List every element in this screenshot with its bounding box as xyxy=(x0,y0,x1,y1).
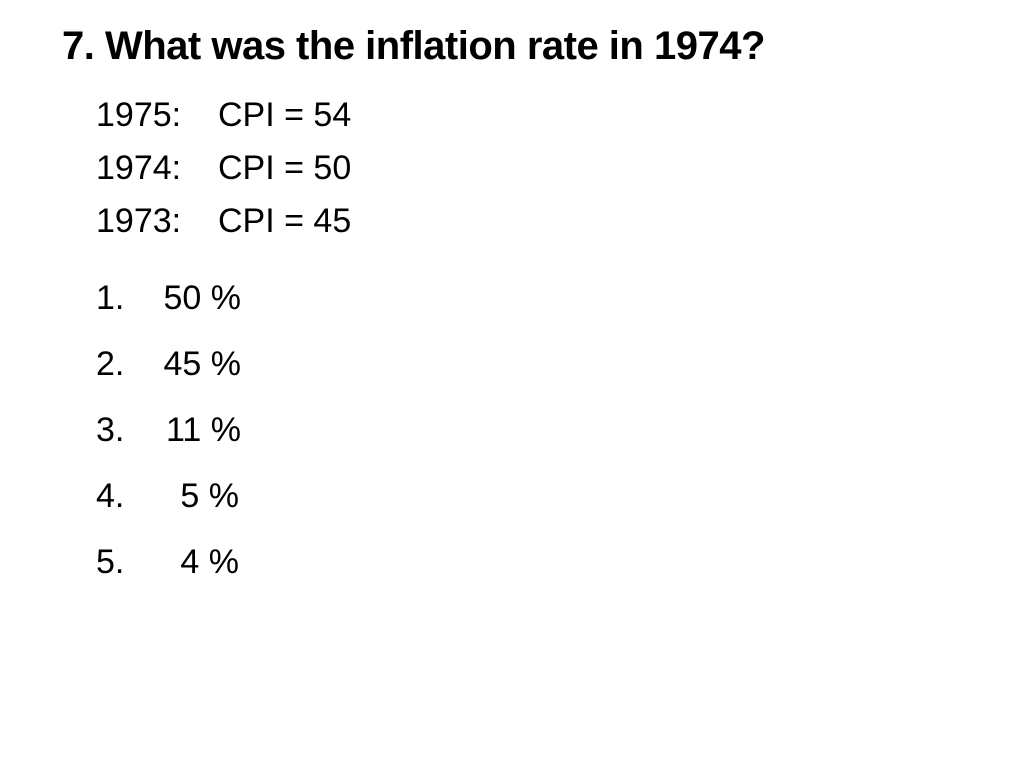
answer-option-1[interactable]: 1. 50 % xyxy=(96,270,241,336)
cpi-year: 1975: xyxy=(96,96,182,134)
option-number: 3. xyxy=(96,411,125,449)
cpi-year: 1974: xyxy=(96,149,182,187)
cpi-line-1975: 1975: CPI = 54 xyxy=(96,89,351,142)
answer-option-3[interactable]: 3. 11 % xyxy=(96,402,241,468)
option-number: 5. xyxy=(96,543,125,581)
answer-option-5[interactable]: 5. 4 % xyxy=(96,534,241,600)
option-value: 45 % xyxy=(163,345,242,383)
cpi-value: CPI = 50 xyxy=(218,149,352,187)
cpi-line-1973: 1973: CPI = 45 xyxy=(96,195,351,248)
option-value: 5 % xyxy=(180,477,239,515)
cpi-value: CPI = 45 xyxy=(218,202,352,240)
cpi-line-1974: 1974: CPI = 50 xyxy=(96,142,351,195)
question-title: 7. What was the inflation rate in 1974? xyxy=(62,24,765,68)
option-number: 1. xyxy=(96,279,125,317)
cpi-year: 1973: xyxy=(96,202,182,240)
option-value: 50 % xyxy=(163,279,242,317)
cpi-list: 1975: CPI = 54 1974: CPI = 50 1973: CPI = 4… xyxy=(96,89,351,248)
option-value: 11 % xyxy=(166,411,241,449)
option-value: 4 % xyxy=(180,543,239,581)
option-number: 2. xyxy=(96,345,125,383)
option-number: 4. xyxy=(96,477,125,515)
answer-options: 1. 50 % 2. 45 % 3. 11 % 4. 5 % 5. 4 % xyxy=(96,270,241,600)
answer-option-4[interactable]: 4. 5 % xyxy=(96,468,241,534)
cpi-value: CPI = 54 xyxy=(218,96,352,134)
answer-option-2[interactable]: 2. 45 % xyxy=(96,336,241,402)
